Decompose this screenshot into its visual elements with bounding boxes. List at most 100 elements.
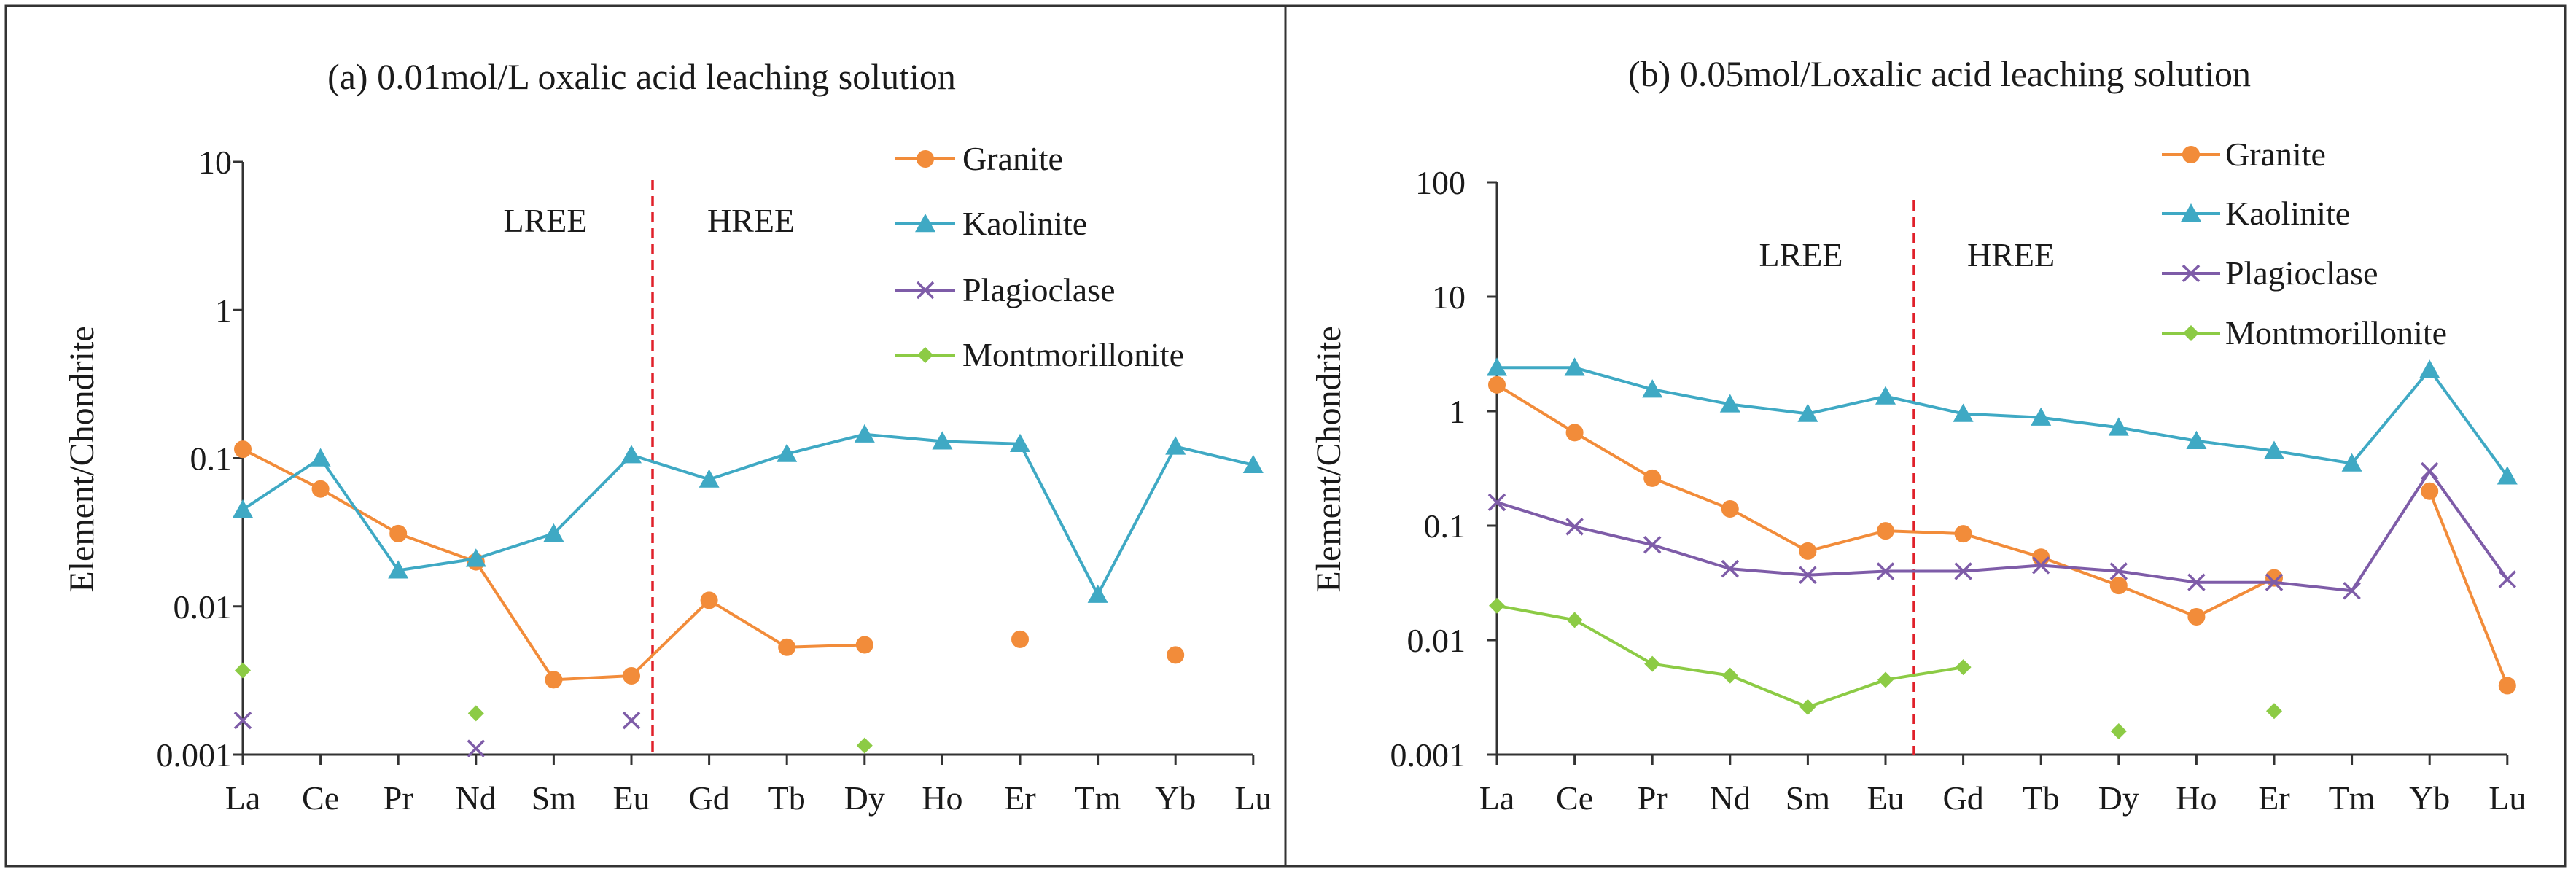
panel-b-frame xyxy=(1284,4,2567,868)
panel-b-y-tick-label: 0.001 xyxy=(1390,736,1466,774)
panel-a-point-kaolinite-sm xyxy=(543,523,564,542)
panel-b-legend-symbol-plagioclase xyxy=(2182,264,2201,283)
panel-a-legend-item-montmorillonite: Montmorillonite xyxy=(895,336,1184,373)
panel-b-point-granite-eu xyxy=(1877,522,1894,540)
panel-a-point-kaolinite-pr xyxy=(388,560,409,579)
panel-b-point-kaolinite-gd xyxy=(1953,403,1974,422)
panel-a-x-tick-label-lu: Lu xyxy=(1234,779,1272,817)
panel-a-legend-label-granite: Granite xyxy=(962,140,1063,177)
panel-b-point-granite-pr xyxy=(1643,469,1662,487)
panel-b-point-granite-ce xyxy=(1565,424,1584,442)
panel-a-x-tick-label-gd: Gd xyxy=(688,779,729,817)
panel-b-point-plagioclase-ho xyxy=(2187,573,2206,591)
panel-a-axes: 0.001 0.01 0.1 1 10 La Ce Pr Nd Sm Eu Gd Tb Dy Ho Er Tm Y… xyxy=(157,144,1272,817)
panel-b-x-tick-label-la: La xyxy=(1479,779,1515,817)
panel-a-y-tick-label: 0.1 xyxy=(190,440,233,478)
panel-b-point-kaolinite-ho xyxy=(2186,430,2207,449)
panel-b-point-kaolinite-yb xyxy=(2419,359,2440,378)
panel-a-legend-marker-granite xyxy=(917,150,934,168)
panel-b-point-kaolinite-lu xyxy=(2497,466,2518,485)
panel-b-x-tick-label-dy: Dy xyxy=(2098,779,2139,817)
panel-b-point-granite-dy xyxy=(2109,577,2128,595)
panel-b-x-tick-label-yb: Yb xyxy=(2409,779,2450,817)
panel-b-point-granite-nd xyxy=(1721,500,1739,518)
panel-b-x-tick-label-eu: Eu xyxy=(1867,779,1904,817)
panel-b-x-tick-label-lu: Lu xyxy=(2489,779,2526,817)
panel-b-y-tick-label: 1 xyxy=(1449,393,1466,430)
panel-a-legend-symbol-kaolinite xyxy=(915,214,935,233)
panel-b-point-plagioclase-ce xyxy=(1565,518,1584,536)
panel-b-point-kaolinite-tm xyxy=(2341,453,2362,472)
panel-b-series-kaolinite xyxy=(1487,357,2518,485)
panel-a-x-tick-label-tb: Tb xyxy=(768,779,806,817)
panel-a-lree-label: LREE xyxy=(504,202,588,239)
panel-b-x-tick-label-pr: Pr xyxy=(1638,779,1668,817)
panel-a-y-axis-label: Element/Chondrite xyxy=(63,326,101,592)
panel-b-point-plagioclase-eu xyxy=(1876,562,1895,580)
panel-b-point-kaolinite-pr xyxy=(1642,379,1663,398)
panel-b-hree-label: HREE xyxy=(1967,236,2055,273)
panel-b-axes: 0.001 0.01 0.1 1 10 100 La Ce Pr Nd Sm Eu Gd Tb Dy Ho Er… xyxy=(1390,164,2526,817)
panel-b-x-tick-label-ho: Ho xyxy=(2176,779,2217,817)
panel-b-legend-marker-granite xyxy=(2182,146,2200,163)
panel-b-point-montmorillonite-gd xyxy=(1955,659,1972,676)
panel-b-x-tick-label-er: Er xyxy=(2258,779,2289,817)
panel-a-point-kaolinite-er xyxy=(1010,433,1030,453)
panel-b-point-plagioclase-lu xyxy=(2498,570,2517,588)
panel-b-x-tick-label-tm: Tm xyxy=(2329,779,2375,817)
panel-b-legend-item-montmorillonite: Montmorillonite xyxy=(2162,314,2447,351)
panel-b-point-kaolinite-er xyxy=(2264,440,2284,459)
panel-a-series-line-kaolinite xyxy=(241,432,1254,596)
panel-b-point-montmorillonite-eu xyxy=(1877,671,1894,688)
panel-b-point-montmorillonite-sm xyxy=(1799,698,1816,715)
panel-b-legend-marker-kaolinite xyxy=(2181,203,2201,222)
panel-b-lree-label: LREE xyxy=(1759,236,1843,273)
panel-a-point-granite-yb xyxy=(1167,646,1185,664)
panel-a-x-tick-label-dy: Dy xyxy=(844,779,885,817)
panel-a-legend-item-granite: Granite xyxy=(895,140,1063,177)
panel-b-legend-symbol-montmorillonite xyxy=(2183,325,2199,341)
panel-b-point-granite-sm xyxy=(1799,542,1817,560)
panel-b-legend-item-granite: Granite xyxy=(2162,136,2326,173)
panel-b-point-kaolinite-la xyxy=(1487,357,1507,376)
panel-a-point-kaolinite-yb xyxy=(1165,436,1186,455)
panel-b-point-kaolinite-ce xyxy=(1564,357,1585,376)
panel-a-y-tick-label: 0.01 xyxy=(174,588,233,626)
panel-a-point-kaolinite-nd xyxy=(465,548,486,567)
panel-a-point-granite-pr xyxy=(389,524,408,542)
panel-b-legend-item-plagioclase: Plagioclase xyxy=(2162,254,2378,292)
panel-a-title: (a) 0.01mol/L oxalic acid leaching solut… xyxy=(327,56,956,97)
panel-a-point-granite-gd xyxy=(700,591,718,609)
panel-a-hree-label: HREE xyxy=(707,202,795,239)
panel-a-x-tick-label-pr: Pr xyxy=(384,779,413,817)
panel-b-series-montmorillonite xyxy=(1489,597,2282,739)
panel-b-legend-label-granite: Granite xyxy=(2225,136,2326,173)
panel-a-ree-annotation: LREE HREE xyxy=(504,180,795,755)
panel-a-point-granite-eu xyxy=(623,666,640,685)
panel-a-series-granite xyxy=(234,440,1185,689)
panel-b-point-montmorillonite-la xyxy=(1489,597,1505,614)
panel-a-x-tick-label-eu: Eu xyxy=(612,779,650,817)
panel-a-legend-symbol-granite xyxy=(917,150,934,168)
panel-a-series-montmorillonite xyxy=(235,662,873,754)
panel-b-point-plagioclase-pr xyxy=(1643,536,1662,554)
panel-a-chart: (a) 0.01mol/L oxalic acid leaching solut… xyxy=(4,4,1287,868)
panel-a-point-kaolinite-ho xyxy=(932,431,953,450)
panel-b-series-line-plagioclase xyxy=(1496,470,2509,593)
panel-b-point-granite-lu xyxy=(2498,677,2516,695)
panel-a-series-kaolinite xyxy=(233,424,1264,603)
panel-a-y-tick-label: 0.001 xyxy=(157,736,233,774)
panel-a-legend-symbol-montmorillonite xyxy=(917,347,933,363)
panel-b-series-plagioclase xyxy=(1487,461,2517,600)
panel-a-point-granite-tb xyxy=(778,638,796,656)
panel-a-legend-marker-plagioclase xyxy=(916,281,935,300)
panel-a-point-granite-dy xyxy=(855,636,873,654)
panel-b-legend-marker-plagioclase xyxy=(2182,264,2201,283)
panel-b-legend-symbol-kaolinite xyxy=(2181,203,2201,222)
panel-b-x-tick-label-nd: Nd xyxy=(1710,779,1751,817)
panel-a-point-granite-la xyxy=(234,440,252,459)
panel-a-legend-item-kaolinite: Kaolinite xyxy=(895,205,1087,242)
panel-b-point-plagioclase-dy xyxy=(2109,562,2128,580)
